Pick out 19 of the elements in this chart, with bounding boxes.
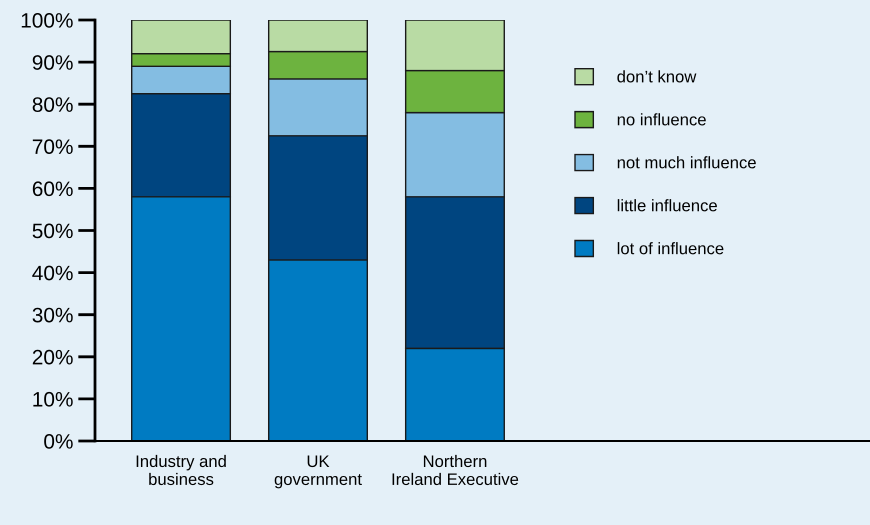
y-tick-label: 20% bbox=[32, 350, 73, 365]
legend-label: don’t know bbox=[617, 70, 696, 82]
y-tick-label: 70% bbox=[32, 139, 73, 154]
legend-label: not much influence bbox=[618, 156, 756, 168]
legend-label: little influence bbox=[618, 199, 717, 212]
x-tick-label: Industry and business bbox=[136, 454, 226, 486]
y-tick-label: 90% bbox=[32, 55, 73, 70]
x-tick-label: Northern Ireland Executive bbox=[392, 454, 518, 486]
y-tick-label: 60% bbox=[32, 181, 73, 196]
y-tick-label: 30% bbox=[32, 308, 73, 322]
y-tick-label: 10% bbox=[33, 392, 73, 407]
y-tick-label: 0% bbox=[44, 434, 73, 449]
y-tick-label: 80% bbox=[32, 97, 73, 112]
y-tick-label: 40% bbox=[32, 266, 73, 280]
x-tick-label: UK government bbox=[274, 456, 362, 488]
y-tick-label: 50% bbox=[32, 224, 73, 238]
y-tick-label: 100% bbox=[22, 13, 73, 28]
legend-label: no influence bbox=[618, 113, 706, 126]
legend-label: lot of influence bbox=[618, 242, 724, 254]
